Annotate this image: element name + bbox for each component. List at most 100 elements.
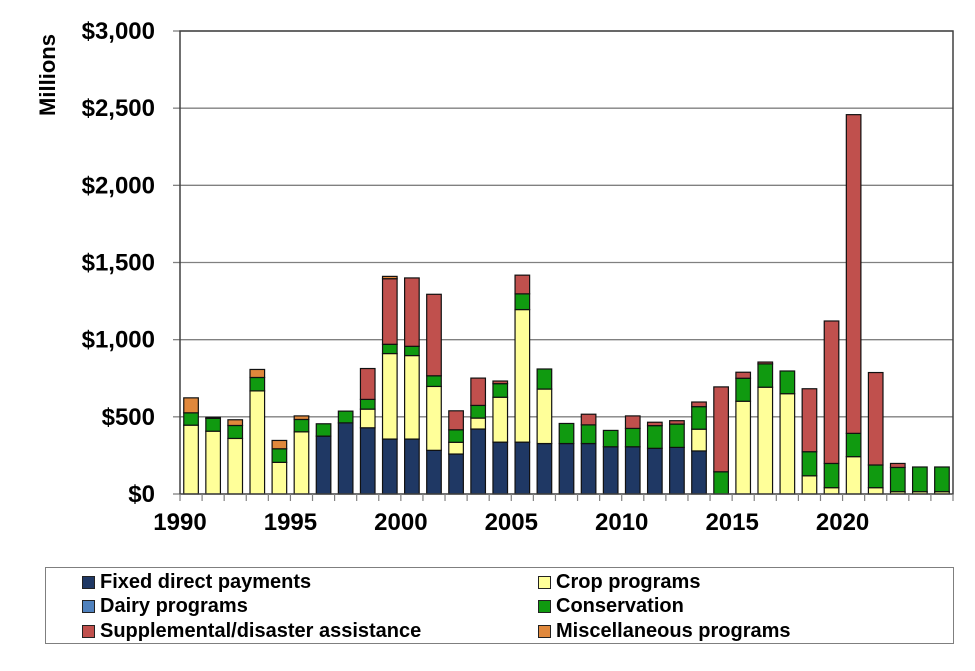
bar-segment-supplemental-disaster-assistance-2011	[646, 421, 663, 427]
bar-segment-conservation-2008	[580, 424, 597, 445]
bar-segment-conservation-1998	[359, 398, 376, 410]
bar-segment-conservation-2003	[470, 404, 487, 419]
bar-segment-supplemental-disaster-assistance-2005	[514, 274, 531, 295]
bar-segment-conservation-2023	[911, 466, 928, 493]
bar-segment-conservation-2000	[404, 345, 420, 357]
bar-segment-supplemental-disaster-assistance-2002	[448, 410, 464, 431]
bar-segment-conservation-2009	[602, 429, 619, 448]
bar-segment-conservation-2015	[735, 377, 752, 402]
bar-segment-supplemental-disaster-assistance-2014	[713, 386, 729, 473]
x-tick-label: 1990	[153, 509, 206, 536]
bar-segment-miscellaneous-programs-1992	[227, 419, 244, 427]
legend-item-supplemental: Supplemental/disaster assistance	[82, 619, 421, 643]
y-tick-labels: $0 $500 $1,000 $1,500 $2,000 $2,500 $3,000	[82, 18, 155, 508]
y-tick-label: $2,000	[82, 172, 155, 199]
bar-segment-conservation-2011	[646, 425, 663, 449]
legend-swatch	[82, 575, 95, 589]
bar-segment-miscellaneous-programs-1995	[293, 415, 310, 421]
bar-segment-crop-programs-1993	[249, 390, 266, 495]
bar-segment-crop-programs-1992	[227, 437, 244, 495]
bar-segment-supplemental-disaster-assistance-2015	[735, 371, 752, 379]
bar-segment-crop-programs-2015	[735, 400, 752, 495]
bar-segment-crop-programs-2005	[514, 308, 531, 443]
bar-segment-conservation-2019	[823, 462, 840, 489]
bar-segment-fixed-direct-payments-2004	[492, 441, 509, 495]
bar-segment-supplemental-disaster-assistance-2020	[845, 114, 862, 434]
legend: Fixed direct payments Crop programs Dair…	[45, 567, 954, 644]
bar-segment-fixed-direct-payments-2006	[536, 442, 553, 495]
bar-segment-supplemental-disaster-assistance-2019	[823, 320, 840, 465]
bar-segment-conservation-2014	[713, 471, 729, 495]
plot-frame	[179, 30, 954, 495]
bar-segment-crop-programs-1995	[293, 431, 310, 495]
legend-label: Supplemental/disaster assistance	[100, 620, 422, 642]
bar-segment-supplemental-disaster-assistance-2001	[426, 293, 442, 377]
bar-segment-conservation-2020	[845, 432, 862, 458]
bar-segment-crop-programs-2001	[426, 385, 442, 451]
bar-segment-conservation-2018	[801, 451, 818, 477]
bar-segment-conservation-1990	[183, 412, 199, 426]
bar-segment-conservation-2001	[426, 375, 442, 388]
bar-segment-crop-programs-1998	[359, 408, 376, 429]
bar-segment-supplemental-disaster-assistance-2004	[492, 380, 509, 385]
y-axis-label: Millions	[35, 34, 60, 116]
bar-segment-crop-programs-2004	[492, 396, 509, 443]
legend-item-crop: Crop programs	[538, 570, 700, 594]
legend-label: Dairy programs	[100, 595, 248, 617]
bar-segment-crop-programs-2002	[448, 441, 464, 455]
bar-segment-crop-programs-2020	[845, 456, 862, 495]
stacked-bar-chart: $0 $500 $1,000 $1,500 $2,000 $2,500 $3,000 199…	[35, 18, 954, 536]
bars	[183, 114, 950, 495]
bar-segment-fixed-direct-payments-2009	[602, 446, 619, 495]
bar-segment-miscellaneous-programs-1999	[381, 275, 398, 280]
x-tick-label: 2010	[595, 509, 648, 536]
x-tick-label: 2000	[374, 509, 427, 536]
bar-segment-crop-programs-2017	[779, 393, 796, 495]
bar-segment-conservation-2007	[558, 422, 575, 445]
bar-segment-crop-programs-1999	[381, 352, 398, 440]
bar-segment-crop-programs-2006	[536, 388, 553, 445]
y-tick-label: $500	[102, 404, 155, 431]
legend-label: Conservation	[556, 595, 684, 617]
bar-segment-conservation-2016	[757, 363, 774, 388]
bar-segment-supplemental-disaster-assistance-2000	[404, 277, 420, 347]
bar-segment-fixed-direct-payments-2007	[558, 442, 575, 495]
bar-segment-fixed-direct-payments-1999	[381, 438, 398, 495]
bar-segment-fixed-direct-payments-2002	[448, 453, 464, 495]
bar-segment-fixed-direct-payments-1996	[315, 435, 332, 495]
bar-segment-miscellaneous-programs-1993	[249, 368, 266, 379]
bar-segment-conservation-2002	[448, 429, 464, 443]
bar-segment-conservation-1992	[227, 424, 244, 440]
legend-item-conservation: Conservation	[538, 594, 684, 618]
bar-segment-fixed-direct-payments-2013	[691, 450, 707, 495]
bar-segment-conservation-2021	[867, 464, 884, 489]
y-tick-label: $1,000	[82, 327, 155, 354]
bar-segment-fixed-direct-payments-2005	[514, 441, 531, 495]
bar-segment-fixed-direct-payments-1997	[337, 422, 354, 495]
bar-segment-fixed-direct-payments-2001	[426, 449, 442, 495]
y-tick-label: $0	[128, 481, 155, 508]
legend-item-dairy: Dairy programs	[82, 594, 248, 618]
bar-segment-miscellaneous-programs-1994	[271, 439, 288, 450]
bar-segment-fixed-direct-payments-2000	[404, 438, 420, 495]
bar-segment-fixed-direct-payments-2011	[646, 447, 663, 495]
bar-segment-conservation-2012	[669, 423, 685, 448]
bar-segment-conservation-2024	[934, 466, 950, 493]
bar-segment-supplemental-disaster-assistance-1998	[359, 367, 376, 400]
y-tick-label: $1,500	[82, 250, 155, 277]
bar-segment-supplemental-disaster-assistance-2022	[889, 462, 906, 469]
legend-item-fixed-direct: Fixed direct payments	[82, 570, 311, 594]
legend-label: Fixed direct payments	[100, 571, 312, 593]
legend-item-miscellaneous: Miscellaneous programs	[538, 619, 791, 643]
bar-segment-supplemental-disaster-assistance-2012	[669, 420, 685, 425]
bar-segment-crop-programs-1991	[205, 430, 222, 495]
bar-segment-conservation-1999	[381, 343, 398, 355]
bar-segment-supplemental-disaster-assistance-2010	[624, 415, 641, 430]
legend-swatch	[82, 599, 95, 613]
bar-segment-conservation-2010	[624, 427, 641, 448]
bar-segment-conservation-2006	[536, 368, 553, 390]
bar-segment-conservation-1995	[293, 418, 310, 433]
bar-segment-conservation-2005	[514, 293, 531, 311]
legend-swatch	[538, 599, 551, 613]
bar-segment-conservation-2013	[691, 406, 707, 430]
